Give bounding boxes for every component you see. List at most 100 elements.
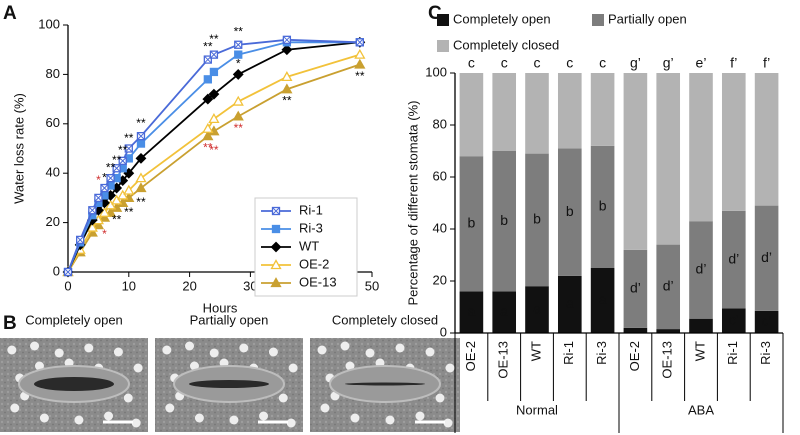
bar-segment bbox=[525, 73, 549, 154]
significance-letter: b bbox=[468, 215, 476, 231]
micrograph-particle bbox=[185, 341, 195, 351]
micrograph-particle bbox=[189, 361, 199, 371]
x-tick-label: OE-2 bbox=[627, 341, 642, 371]
bar-segment bbox=[557, 73, 582, 149]
marker-cross bbox=[283, 36, 291, 44]
legend-swatch bbox=[437, 40, 449, 52]
panel-label: A bbox=[3, 3, 17, 24]
bar-segment bbox=[656, 73, 681, 245]
bar-segment bbox=[623, 249, 648, 328]
significance-mark: ** bbox=[136, 116, 146, 130]
marker-cross bbox=[76, 236, 84, 244]
significance-mark: * bbox=[236, 57, 241, 71]
micrograph-particle bbox=[84, 343, 94, 353]
significance-letter: a bbox=[533, 300, 541, 316]
micrograph-particle bbox=[320, 403, 330, 413]
significance-letter: d’ bbox=[696, 261, 707, 277]
micrograph-particle bbox=[288, 363, 298, 373]
stoma-pore bbox=[345, 382, 425, 386]
marker bbox=[355, 38, 364, 47]
significance-mark: * bbox=[96, 173, 101, 187]
bar-segment bbox=[721, 210, 746, 309]
bar-segment bbox=[459, 156, 484, 292]
marker bbox=[124, 144, 133, 153]
significance-mark: ** bbox=[209, 143, 219, 157]
marker bbox=[136, 131, 146, 141]
bar-segment bbox=[689, 318, 713, 333]
marker bbox=[270, 277, 282, 288]
significance-mark: ** bbox=[112, 153, 122, 167]
significance-mark: ** bbox=[282, 94, 292, 108]
bar-segment bbox=[590, 145, 615, 268]
bar-segment bbox=[656, 244, 681, 330]
marker bbox=[234, 50, 243, 59]
legend-swatch bbox=[437, 14, 449, 26]
significance-mark: ** bbox=[234, 121, 244, 135]
y-axis-label: Water loss rate (%) bbox=[11, 93, 26, 204]
marker bbox=[234, 50, 243, 59]
marker bbox=[354, 58, 366, 69]
significance-mark: ** bbox=[112, 212, 122, 226]
x-tick-label: 30 bbox=[243, 278, 257, 293]
significance-mark: ** bbox=[124, 131, 134, 145]
x-tick-label: Ri-1 bbox=[561, 341, 576, 365]
significance-mark: ** bbox=[203, 141, 213, 155]
micrograph-particle bbox=[39, 413, 49, 423]
significance-mark: * bbox=[102, 170, 107, 184]
bar-segment bbox=[754, 205, 779, 311]
micrograph-particle bbox=[317, 345, 327, 355]
bar-segment bbox=[590, 268, 615, 333]
micrograph-particle bbox=[259, 411, 269, 421]
significance-letter: a bbox=[599, 291, 607, 307]
micrograph-particle bbox=[34, 361, 44, 371]
significance-letter: b bbox=[599, 198, 607, 214]
bar-segment bbox=[459, 73, 484, 157]
marker-cross bbox=[64, 268, 72, 276]
legend-label: OE-2 bbox=[299, 256, 329, 271]
marker bbox=[202, 122, 214, 133]
bar-segment bbox=[557, 275, 582, 333]
micrograph-particle bbox=[268, 347, 278, 357]
marker-cross bbox=[107, 174, 114, 182]
marker bbox=[135, 182, 147, 193]
micrograph-particle bbox=[385, 415, 395, 425]
marker-cross bbox=[88, 206, 96, 214]
x-tick-label: 20 bbox=[182, 278, 196, 293]
micrograph-particle bbox=[415, 411, 425, 421]
marker bbox=[63, 267, 73, 277]
micrograph-particle bbox=[133, 363, 143, 373]
marker bbox=[111, 194, 123, 205]
x-tick-label: Ri-1 bbox=[725, 341, 740, 365]
y-tick-label: 20 bbox=[46, 214, 60, 229]
marker bbox=[232, 110, 244, 121]
bar-segment bbox=[623, 73, 648, 250]
significance-letter: g’ bbox=[663, 55, 674, 71]
marker bbox=[208, 113, 220, 124]
micrograph-particle bbox=[10, 403, 20, 413]
marker bbox=[209, 50, 219, 59]
legend-label: Partially open bbox=[608, 11, 687, 26]
panel-label: B bbox=[3, 313, 17, 334]
marker-cross bbox=[125, 145, 133, 152]
micrograph-particle bbox=[7, 345, 17, 355]
bar-segment bbox=[689, 221, 713, 319]
significance-letter: c bbox=[468, 55, 475, 71]
significance-letter: c’ bbox=[762, 313, 772, 329]
marker bbox=[209, 67, 219, 77]
legend-label: Completely closed bbox=[453, 37, 559, 52]
marker bbox=[281, 71, 293, 82]
y-tick-label: 80 bbox=[46, 66, 60, 81]
marker bbox=[104, 199, 117, 210]
micrograph-particle bbox=[229, 415, 239, 425]
marker-cross bbox=[234, 41, 242, 49]
bar-segment bbox=[492, 291, 517, 333]
micrograph-label: Partially open bbox=[190, 312, 269, 327]
significance-mark: ** bbox=[136, 195, 146, 209]
marker bbox=[232, 68, 244, 80]
micrograph-particle bbox=[104, 411, 114, 421]
micrograph-particle bbox=[131, 418, 141, 428]
micrograph-label: Completely open bbox=[25, 312, 123, 327]
micrograph-particle bbox=[209, 348, 219, 358]
marker bbox=[202, 130, 214, 141]
bar-segment bbox=[525, 286, 549, 333]
